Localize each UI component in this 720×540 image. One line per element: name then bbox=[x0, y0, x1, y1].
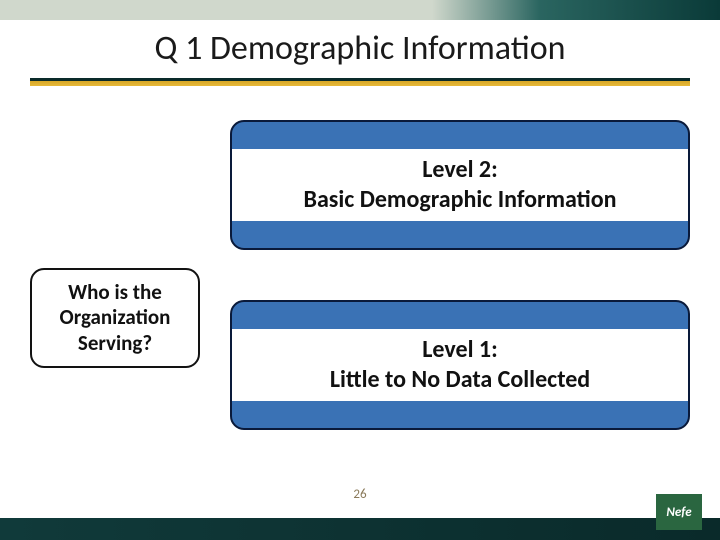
level-1-box: Level 1: Little to No Data Collected bbox=[230, 300, 690, 430]
question-box: Who is the Organization Serving? bbox=[30, 268, 200, 368]
level-2-box: Level 2: Basic Demographic Information bbox=[230, 120, 690, 250]
logo-text: Nefe bbox=[666, 505, 691, 520]
header-gradient-bar bbox=[0, 0, 720, 20]
level-1-text: Level 1: Little to No Data Collected bbox=[232, 329, 688, 401]
level-1-line2: Little to No Data Collected bbox=[330, 365, 590, 394]
logo-badge: Nefe bbox=[656, 494, 702, 530]
footer-bar bbox=[0, 518, 720, 540]
level-2-line1: Level 2: bbox=[422, 155, 497, 184]
level-2-line2: Basic Demographic Information bbox=[303, 185, 616, 214]
question-text: Who is the Organization Serving? bbox=[40, 280, 190, 356]
title-underline bbox=[30, 78, 690, 86]
page-number: 26 bbox=[0, 487, 720, 502]
level-1-line1: Level 1: bbox=[422, 335, 497, 364]
slide-title: Q 1 Demographic Information bbox=[0, 28, 720, 69]
level-2-text: Level 2: Basic Demographic Information bbox=[232, 149, 688, 221]
